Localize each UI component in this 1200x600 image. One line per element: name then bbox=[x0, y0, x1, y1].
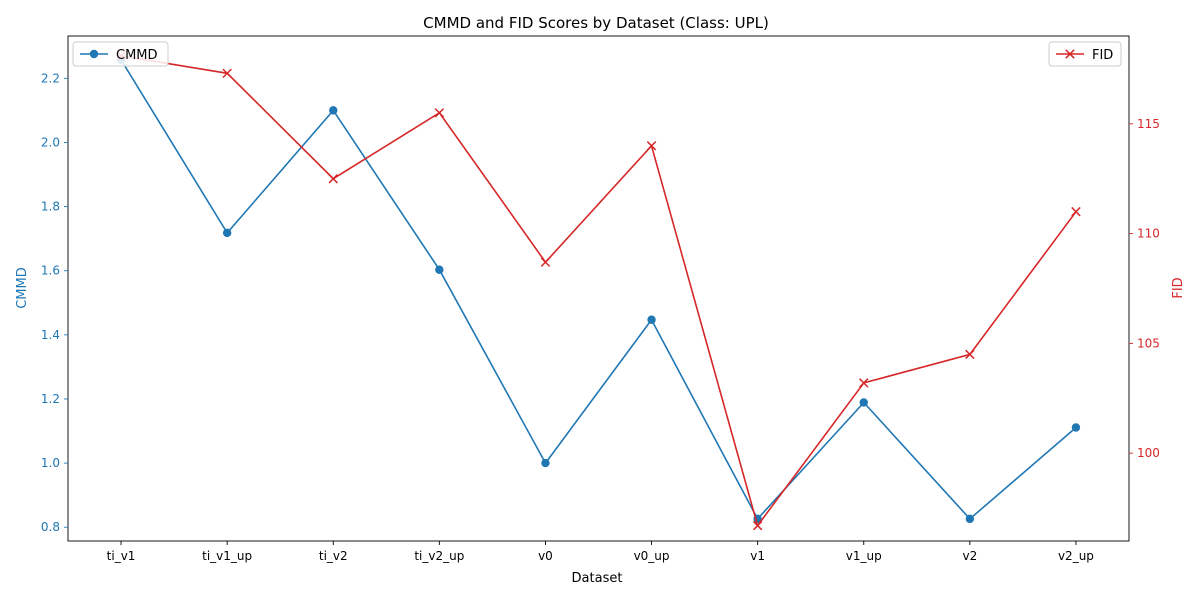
x-tick-label: v0_up bbox=[634, 549, 670, 563]
left-y-tick-label: 0.8 bbox=[41, 520, 60, 534]
data-point-fid bbox=[859, 378, 869, 388]
legend-label: CMMD bbox=[116, 48, 158, 63]
legend-marker bbox=[89, 49, 99, 59]
x-axis-label: Dataset bbox=[572, 571, 623, 586]
plot-area bbox=[116, 51, 1081, 531]
data-point-fid bbox=[540, 257, 551, 267]
right-y-tick-label: 110 bbox=[1137, 227, 1160, 241]
plot-frame bbox=[67, 35, 1130, 542]
left-y-tick-label: 2.0 bbox=[41, 135, 60, 149]
left-y-tick-label: 1.8 bbox=[41, 200, 60, 214]
legend-fid: FID bbox=[1048, 41, 1122, 67]
axes: ti_v1 ti_v1_up ti_v2 ti_v2_up v0 v0_up v1 v1_up… bbox=[41, 35, 1160, 563]
legends: CMMD FID bbox=[72, 41, 1122, 67]
series-line-cmmd bbox=[120, 59, 1077, 521]
x-tick-label: v1_up bbox=[846, 549, 882, 563]
right-y-tick-label: 100 bbox=[1137, 446, 1160, 460]
data-point-fid bbox=[1071, 206, 1081, 217]
data-point-fid bbox=[646, 141, 657, 151]
data-point-cmmd bbox=[859, 398, 868, 407]
left-y-tick-label: 1.0 bbox=[41, 456, 60, 470]
right-y-tick-label: 105 bbox=[1137, 336, 1160, 350]
chart-title: CMMD and FID Scores by Dataset (Class: U… bbox=[423, 14, 769, 32]
data-point-cmmd bbox=[541, 458, 550, 468]
data-point-fid bbox=[222, 68, 232, 79]
data-point-fid bbox=[434, 108, 445, 118]
left-y-tick-label: 1.6 bbox=[41, 264, 60, 278]
x-tick-label: ti_v2 bbox=[319, 549, 348, 563]
data-point-cmmd bbox=[222, 228, 232, 238]
data-point-fid bbox=[965, 349, 975, 360]
data-point-fid bbox=[752, 520, 763, 531]
data-point-cmmd bbox=[647, 315, 656, 324]
series-line-fid bbox=[120, 55, 1077, 528]
x-tick-label: ti_v2_up bbox=[414, 549, 464, 563]
legend-label: FID bbox=[1092, 48, 1113, 63]
data-point-cmmd bbox=[329, 106, 338, 115]
data-point-cmmd bbox=[1071, 423, 1081, 432]
x-tick-label: ti_v1_up bbox=[202, 549, 252, 563]
left-y-tick-label: 1.4 bbox=[41, 328, 60, 342]
x-tick-label: v1 bbox=[750, 549, 765, 563]
x-tick-label: v2 bbox=[962, 549, 977, 563]
left-y-axis-label: CMMD bbox=[15, 267, 30, 309]
left-y-tick-label: 2.2 bbox=[41, 71, 60, 85]
x-tick-label: ti_v1 bbox=[107, 549, 136, 563]
legend-cmmd: CMMD bbox=[72, 41, 169, 67]
right-y-axis-label: FID bbox=[1171, 277, 1186, 298]
legend-marker bbox=[1065, 49, 1075, 59]
x-tick-label: v0 bbox=[538, 549, 553, 563]
data-point-cmmd bbox=[965, 514, 975, 524]
right-y-tick-label: 115 bbox=[1137, 117, 1160, 131]
data-point-cmmd bbox=[435, 265, 444, 274]
x-tick-label: v2_up bbox=[1058, 549, 1094, 563]
data-point-fid bbox=[328, 173, 338, 184]
left-y-tick-label: 1.2 bbox=[41, 392, 60, 406]
